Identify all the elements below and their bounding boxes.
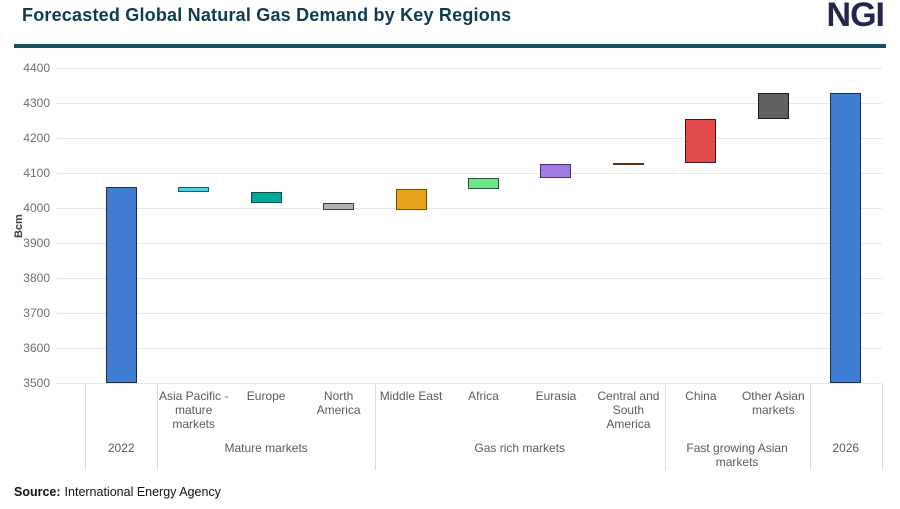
gridline-4300 bbox=[57, 102, 882, 104]
gridline-3800 bbox=[57, 277, 882, 279]
source-label: Source: bbox=[14, 485, 61, 499]
y-tick-label-3500: 3500 bbox=[23, 376, 50, 390]
bar-asia-pacific-mature-markets bbox=[178, 187, 210, 193]
bar-eurasia bbox=[540, 164, 572, 179]
x-label-north-america: North America bbox=[316, 389, 361, 417]
y-tick-label-4100: 4100 bbox=[23, 166, 50, 180]
y-tick-label-4300: 4300 bbox=[23, 96, 50, 110]
y-tick-label-3800: 3800 bbox=[23, 271, 50, 285]
gridline-4100 bbox=[57, 172, 882, 174]
gridline-3700 bbox=[57, 312, 882, 314]
y-tick-label-4000: 4000 bbox=[23, 201, 50, 215]
bar-china bbox=[685, 118, 717, 163]
gridline-4000 bbox=[57, 207, 882, 209]
bar-north-america bbox=[323, 202, 355, 210]
group-label-gas-rich-markets: Gas rich markets bbox=[474, 441, 566, 455]
axis-separator bbox=[809, 384, 811, 470]
x-label-other-asian-markets: Other Asian markets bbox=[741, 389, 805, 417]
axis-separator bbox=[882, 384, 883, 470]
x-label-eurasia: Eurasia bbox=[535, 389, 577, 403]
gridline-4200 bbox=[57, 137, 882, 139]
axis-separator bbox=[374, 384, 376, 470]
gridline-4400 bbox=[57, 67, 882, 69]
ngi-logo: NGI bbox=[826, 0, 885, 34]
bar-africa bbox=[468, 178, 499, 189]
gridline-3600 bbox=[57, 347, 882, 349]
chart-title: Forecasted Global Natural Gas Demand by … bbox=[22, 5, 512, 25]
y-axis-label: Bcm bbox=[13, 214, 25, 238]
group-label-mature-markets: Mature markets bbox=[224, 441, 308, 455]
y-tick-label-3900: 3900 bbox=[23, 236, 50, 250]
source-note: Source: International Energy Agency bbox=[14, 485, 221, 499]
bar-2022 bbox=[105, 187, 137, 383]
x-label-europe: Europe bbox=[246, 389, 286, 403]
axis-separator bbox=[157, 384, 159, 470]
x-label-asia-pacific-mature-markets: Asia Pacific - mature markets bbox=[159, 389, 229, 431]
x-label-africa: Africa bbox=[468, 389, 499, 403]
x-label-middle-east: Middle East bbox=[379, 389, 443, 403]
group-label-2026: 2026 bbox=[832, 441, 860, 455]
axis-separator bbox=[85, 384, 86, 470]
group-label-fast-growing-asian-markets: Fast growing Asian markets bbox=[686, 441, 788, 469]
bar-other-asian-markets bbox=[757, 92, 789, 119]
y-tick-label-3600: 3600 bbox=[23, 341, 50, 355]
y-tick-label-3700: 3700 bbox=[23, 306, 50, 320]
gridline-3900 bbox=[57, 242, 882, 244]
bar-europe bbox=[250, 192, 282, 203]
y-tick-label-4200: 4200 bbox=[23, 131, 50, 145]
y-tick-label-4400: 4400 bbox=[23, 61, 50, 75]
bar-middle-east bbox=[395, 188, 427, 210]
group-label-2022: 2022 bbox=[107, 441, 135, 455]
bar-central-and-south-america bbox=[612, 162, 644, 165]
axis-separator bbox=[664, 384, 666, 470]
x-label-china: China bbox=[685, 389, 717, 403]
bar-2026 bbox=[830, 92, 862, 383]
gridline-3500 bbox=[57, 382, 882, 384]
source-text: International Energy Agency bbox=[64, 485, 221, 499]
header-rule bbox=[14, 44, 886, 48]
x-label-central-and-south-america: Central and South America bbox=[597, 389, 660, 431]
